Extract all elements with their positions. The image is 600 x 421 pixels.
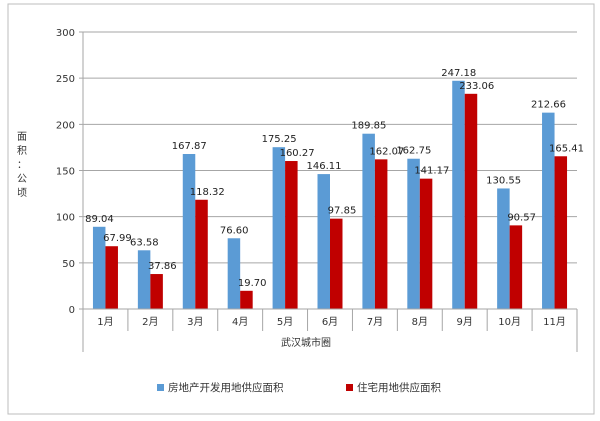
data-label: 97.85 <box>328 206 357 217</box>
y-axis-label-char: 面 <box>17 132 27 143</box>
data-label: 247.18 <box>441 68 476 79</box>
bar-real-estate <box>227 238 241 309</box>
y-tick-label: 300 <box>56 28 75 39</box>
bar-real-estate <box>452 80 465 309</box>
y-axis-ticks: 0 50 100 150 200 250 300 <box>56 28 75 316</box>
x-tick-label: 1月 <box>97 316 113 328</box>
legend-swatch <box>346 384 353 391</box>
legend-swatch <box>157 384 164 391</box>
x-tick-label: 6月 <box>322 316 338 328</box>
data-label: 160.27 <box>280 148 315 159</box>
data-label: 90.57 <box>507 212 536 223</box>
data-label: 63.58 <box>130 237 159 248</box>
data-label: 162.75 <box>396 146 431 157</box>
x-tick-label: 11月 <box>543 316 566 328</box>
chart-frame <box>7 3 595 415</box>
bars <box>92 80 568 310</box>
bar-residential <box>419 178 433 309</box>
data-label: 37.86 <box>148 261 177 272</box>
bar-real-estate <box>182 154 196 309</box>
bar-real-estate <box>497 188 510 309</box>
y-tick-label: 0 <box>69 305 75 316</box>
bar-real-estate <box>407 158 420 309</box>
y-axis-label-char: 公 <box>17 174 27 185</box>
data-label: 175.25 <box>262 134 297 145</box>
y-tick-label: 200 <box>56 120 75 131</box>
bar-residential <box>509 225 523 309</box>
data-label: 146.11 <box>307 161 342 172</box>
x-axis: 1月 2月 3月 4月 5月 6月 7月 8月 9月 10月 11月 <box>82 32 578 352</box>
x-tick-label: 10月 <box>498 316 521 328</box>
bar-residential <box>105 246 118 309</box>
x-tick-label: 4月 <box>232 316 248 328</box>
y-axis-label-char: ： <box>17 160 27 171</box>
data-label: 76.60 <box>220 225 249 236</box>
bar-residential <box>150 274 163 309</box>
y-tick-label: 250 <box>56 74 75 85</box>
data-label: 167.87 <box>172 141 207 152</box>
bar-residential <box>240 290 253 309</box>
x-tick-label: 2月 <box>142 316 158 328</box>
bar-real-estate <box>137 250 151 309</box>
data-label: 67.99 <box>103 233 132 244</box>
data-label: 212.66 <box>531 100 566 111</box>
group-label: 武汉城市圈 <box>281 336 331 349</box>
bar-real-estate <box>542 112 555 309</box>
bar-real-estate <box>92 226 106 309</box>
bar-residential <box>330 218 343 309</box>
data-label: 165.41 <box>549 143 584 154</box>
data-label: 233.06 <box>459 81 494 92</box>
data-label: 130.55 <box>486 175 521 186</box>
bar-residential <box>554 156 568 309</box>
legend: 房地产开发用地供应面积 住宅用地供应面积 <box>157 381 441 394</box>
y-tick-label: 50 <box>62 259 75 270</box>
x-tick-label: 9月 <box>457 316 473 328</box>
y-tick-label: 150 <box>56 167 75 178</box>
y-axis-label-char: 顷 <box>17 187 27 199</box>
y-axis-label: 面积 ： 公顷 <box>17 132 27 199</box>
x-tick-label: 7月 <box>367 316 383 328</box>
data-label: 118.32 <box>190 187 225 198</box>
data-label: 141.17 <box>414 166 449 177</box>
legend-label: 房地产开发用地供应面积 <box>168 381 284 394</box>
bar-residential <box>374 159 388 309</box>
data-label: 89.04 <box>85 214 114 225</box>
data-label: 189.85 <box>351 121 386 132</box>
y-axis-label-char: 积 <box>17 145 27 157</box>
bar-residential <box>464 93 478 310</box>
data-label: 19.70 <box>238 278 267 289</box>
x-tick-label: 8月 <box>412 316 428 328</box>
bar-residential <box>195 199 208 309</box>
data-label: 162.07 <box>369 146 404 157</box>
y-tick-label: 100 <box>56 213 75 224</box>
x-tick-label: 3月 <box>187 316 203 328</box>
bar-real-estate <box>362 133 375 309</box>
x-tick-label: 5月 <box>277 316 293 328</box>
legend-label: 住宅用地供应面积 <box>357 381 441 394</box>
bar-real-estate <box>272 147 286 309</box>
bar-residential <box>285 161 298 309</box>
bar-real-estate <box>317 174 330 309</box>
